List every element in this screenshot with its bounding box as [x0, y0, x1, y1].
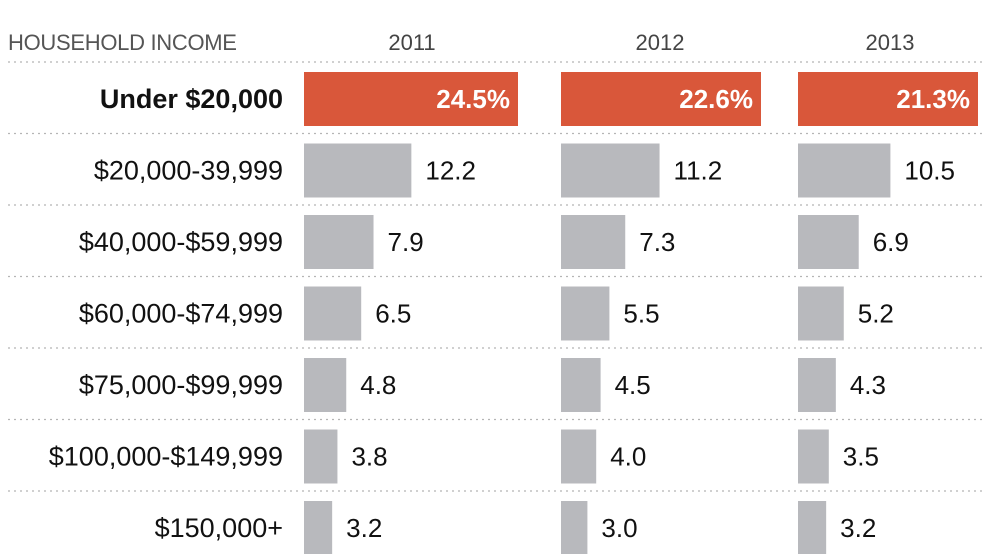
data-label-2011-4: 4.8 — [360, 370, 396, 400]
bar-2012-5 — [561, 429, 597, 484]
table-row: $20,000-39,999 12.2 11.2 10.5 — [94, 143, 955, 198]
data-label-2011-0: 24.5% — [436, 84, 510, 114]
bar-2013-6 — [798, 501, 827, 554]
data-label-2013-6: 3.2 — [840, 513, 876, 543]
bar-2011-4 — [304, 358, 347, 412]
bar-2011-0 — [304, 72, 518, 126]
bar-2012-3 — [561, 286, 610, 341]
year-header-2011: 2011 — [388, 30, 435, 55]
data-label-2013-3: 5.2 — [858, 299, 894, 329]
bar-2013-1 — [798, 143, 891, 198]
data-label-2013-5: 3.5 — [843, 442, 879, 472]
bar-2011-3 — [304, 286, 362, 341]
table-row: $100,000-$149,999 3.8 4.0 3.5 — [49, 429, 879, 484]
row-label: Under $20,000 — [100, 84, 283, 114]
data-label-2012-2: 7.3 — [639, 227, 675, 257]
data-label-2012-3: 5.5 — [623, 299, 659, 329]
data-label-2013-0: 21.3% — [896, 84, 970, 114]
row-label: $100,000-$149,999 — [49, 442, 283, 472]
table-row: $60,000-$74,999 6.5 5.5 5.2 — [79, 286, 894, 341]
bar-2012-2 — [561, 215, 626, 269]
bar-2013-3 — [798, 286, 844, 341]
row-label: $60,000-$74,999 — [79, 299, 283, 329]
bar-2011-5 — [304, 429, 338, 484]
row-label: $150,000+ — [155, 513, 283, 543]
bar-2011-1 — [304, 143, 412, 198]
bar-2013-4 — [798, 358, 836, 412]
data-label-2012-0: 22.6% — [679, 84, 753, 114]
data-label-2011-2: 7.9 — [388, 227, 424, 257]
bar-2013-5 — [798, 429, 829, 484]
table-row: Under $20,000 24.5% 22.6% 21.3% — [100, 72, 978, 126]
bar-2011-6 — [304, 501, 333, 554]
bar-2012-0 — [561, 72, 761, 126]
data-label-2013-2: 6.9 — [873, 227, 909, 257]
data-label-2011-3: 6.5 — [375, 299, 411, 329]
data-label-2011-5: 3.8 — [351, 442, 387, 472]
table-row: $40,000-$59,999 7.9 7.3 6.9 — [79, 215, 909, 269]
bar-2011-2 — [304, 215, 374, 269]
data-label-2012-4: 4.5 — [615, 370, 651, 400]
bar-2012-4 — [561, 358, 601, 412]
year-header-2013: 2013 — [866, 30, 915, 55]
data-label-2013-4: 4.3 — [850, 370, 886, 400]
data-label-2011-1: 12.2 — [425, 156, 476, 186]
bar-2013-2 — [798, 215, 859, 269]
table-row: $75,000-$99,999 4.8 4.5 4.3 — [79, 358, 886, 412]
bar-2012-1 — [561, 143, 660, 198]
year-header-2012: 2012 — [636, 30, 685, 55]
data-label-2012-5: 4.0 — [610, 442, 646, 472]
row-label: $40,000-$59,999 — [79, 227, 283, 257]
category-header: HOUSEHOLD INCOME — [8, 30, 237, 55]
data-label-2012-1: 11.2 — [674, 156, 723, 186]
data-label-2012-6: 3.0 — [601, 513, 637, 543]
row-label: $75,000-$99,999 — [79, 370, 283, 400]
data-label-2011-6: 3.2 — [346, 513, 382, 543]
bar-2012-6 — [561, 501, 588, 554]
table-row: $150,000+ 3.2 3.0 3.2 — [155, 501, 876, 554]
data-label-2013-1: 10.5 — [904, 156, 955, 186]
row-label: $20,000-39,999 — [94, 156, 283, 186]
bar-2013-0 — [798, 72, 978, 126]
